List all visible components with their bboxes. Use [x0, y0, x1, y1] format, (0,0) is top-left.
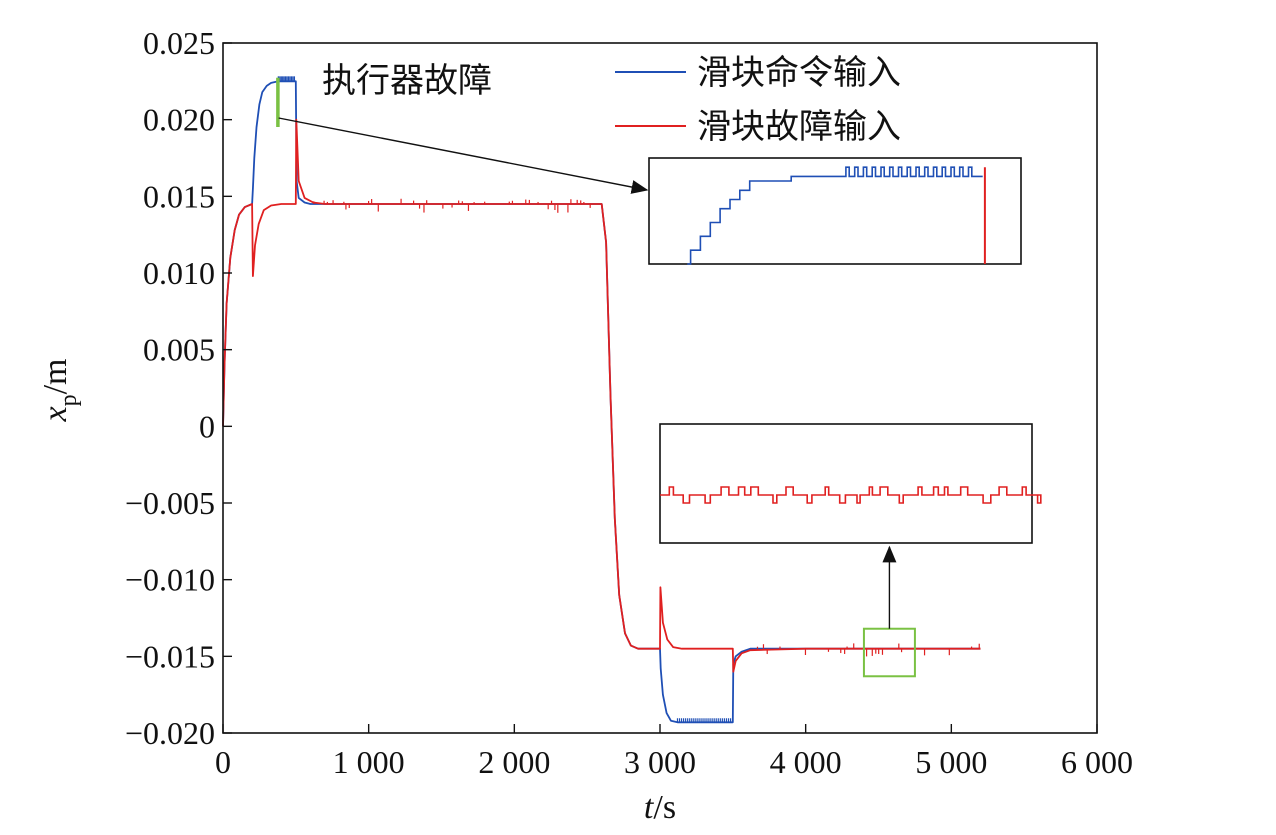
zoom-layer [276, 77, 916, 678]
inset-top-command-line [687, 166, 983, 265]
inset-bottom-frame [659, 423, 1033, 544]
y-tick-label: −0.015 [125, 638, 215, 674]
x-tick-label: 0 [215, 744, 231, 780]
y-tick-label: 0.020 [143, 102, 215, 138]
inset-layer [648, 157, 1042, 544]
y-tick-label: −0.005 [125, 485, 215, 521]
inset-bottom-fault-line [660, 486, 1042, 504]
legend-label-command: 滑块命令输入 [697, 54, 901, 92]
inset-arrow-top [278, 117, 649, 194]
y-tick-label: −0.010 [125, 562, 215, 598]
axes-layer: 0 1 000 2 000 3 000 4 000 5 000 6 000 0.025 0.02… [37, 25, 1133, 826]
y-tick-label: 0.015 [143, 178, 215, 214]
y-tick-label: 0 [199, 408, 215, 444]
zoom-box-top [276, 77, 280, 127]
inset-top-frame [648, 157, 1022, 265]
legend: 滑块命令输入 滑块故障输入 [615, 54, 901, 146]
series-layer [222, 76, 981, 724]
legend-label-fault: 滑块故障输入 [697, 108, 901, 146]
y-tick-label: −0.020 [125, 715, 215, 751]
x-tick-label: 1 000 [333, 744, 405, 780]
y-tick-label: 0.025 [143, 25, 215, 61]
x-axis-title: t/s [644, 789, 676, 826]
x-tick-label: 2 000 [478, 744, 550, 780]
x-tick-label: 6 000 [1061, 744, 1133, 780]
x-tick-label: 3 000 [624, 744, 696, 780]
zoom-box-bottom [862, 627, 916, 678]
x-tick-label: 5 000 [915, 744, 987, 780]
y-tick-label: 0.010 [143, 255, 215, 291]
annotation-actuator-fault: 执行器故障 [322, 62, 492, 100]
x-tick-label: 4 000 [770, 744, 842, 780]
y-axis-title: xp/m [37, 359, 82, 423]
y-tick-label: 0.005 [143, 332, 215, 368]
